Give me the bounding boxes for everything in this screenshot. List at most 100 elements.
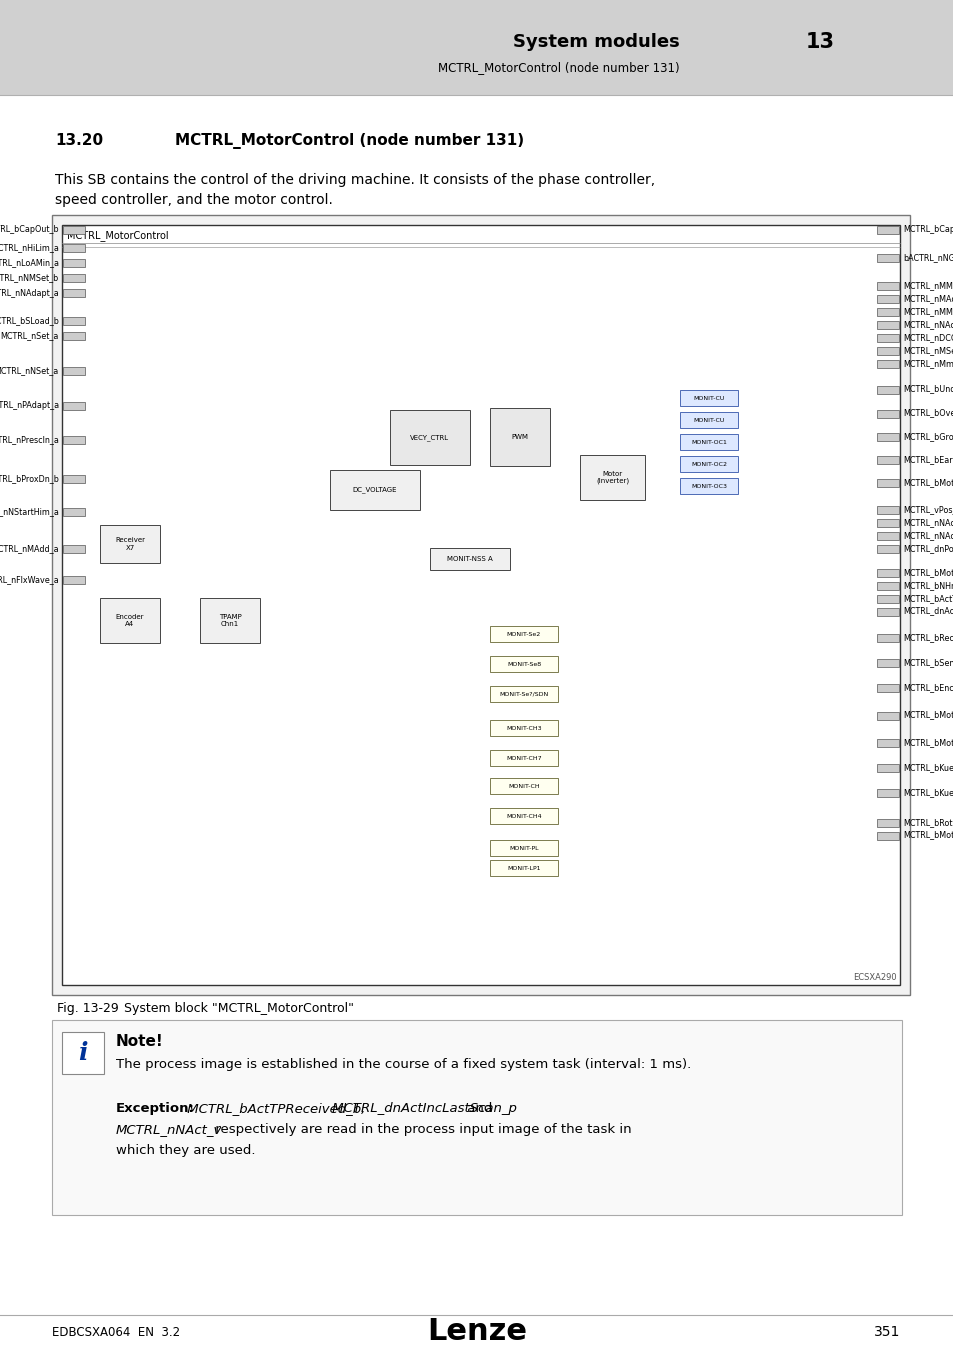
- Bar: [876, 282, 898, 290]
- Text: MCTRL_bSensorFault_b: MCTRL_bSensorFault_b: [902, 659, 953, 667]
- Text: MCTRL_bMotorTempGreaterSetValue_b: MCTRL_bMotorTempGreaterSetValue_b: [902, 711, 953, 721]
- Text: PWM: PWM: [511, 433, 528, 440]
- Text: System modules: System modules: [513, 32, 679, 51]
- Text: MONIT-CU: MONIT-CU: [693, 417, 724, 423]
- Bar: [63, 244, 85, 252]
- Text: DC_VOLTAGE: DC_VOLTAGE: [353, 486, 396, 493]
- Text: MONIT-Se8: MONIT-Se8: [506, 662, 540, 667]
- Text: and: and: [462, 1102, 492, 1115]
- Bar: [490, 840, 558, 856]
- Bar: [330, 470, 419, 510]
- Text: MCTRL_bProxDn_b: MCTRL_bProxDn_b: [0, 474, 59, 483]
- Text: MONIT-CH7: MONIT-CH7: [506, 756, 541, 760]
- Text: bACTRL_nNGetln_a: bACTRL_nNGetln_a: [902, 254, 953, 262]
- Text: MCTRL_bMotOverload_b: MCTRL_bMotOverload_b: [902, 478, 953, 487]
- Text: MCTRL_nNSet_a: MCTRL_nNSet_a: [0, 366, 59, 375]
- Text: MCTRL_nNAct_a: MCTRL_nNAct_a: [902, 518, 953, 528]
- Text: MCTRL_bMotorFault_b: MCTRL_bMotorFault_b: [902, 568, 953, 578]
- Text: Exception:: Exception:: [116, 1102, 194, 1115]
- Text: MCTRL_nMMin_b: MCTRL_nMMin_b: [902, 308, 953, 316]
- Bar: [63, 317, 85, 325]
- Bar: [876, 254, 898, 262]
- Text: MCTRL_dnActIncLastScan_p: MCTRL_dnActIncLastScan_p: [902, 608, 953, 617]
- Text: MCTRL_bOverVoltage_b: MCTRL_bOverVoltage_b: [902, 409, 953, 418]
- Text: MCTRL_nFlxWave_a: MCTRL_nFlxWave_a: [0, 575, 59, 585]
- Text: MCTRL_nMSet_a: MCTRL_nMSet_a: [902, 347, 953, 355]
- Bar: [63, 367, 85, 375]
- Text: MCTRL_bReceiverFault_b: MCTRL_bReceiverFault_b: [902, 633, 953, 643]
- Bar: [876, 360, 898, 369]
- Text: EDBCSXA064  EN  3.2: EDBCSXA064 EN 3.2: [52, 1326, 180, 1338]
- Text: Receiver
X7: Receiver X7: [115, 537, 145, 551]
- Bar: [876, 347, 898, 355]
- Bar: [490, 408, 550, 466]
- Bar: [200, 598, 260, 643]
- Bar: [876, 819, 898, 828]
- Text: MCTRL_dnPos_a: MCTRL_dnPos_a: [902, 544, 953, 554]
- Bar: [876, 386, 898, 394]
- Bar: [876, 479, 898, 487]
- Bar: [63, 576, 85, 585]
- Text: This SB contains the control of the driving machine. It consists of the phase co: This SB contains the control of the driv…: [55, 173, 655, 207]
- Text: Fig. 13-29: Fig. 13-29: [57, 1002, 118, 1015]
- Bar: [63, 436, 85, 444]
- Bar: [876, 433, 898, 441]
- Text: 13: 13: [804, 32, 834, 53]
- Text: MCTRL_bSLoad_b: MCTRL_bSLoad_b: [0, 316, 59, 325]
- Bar: [490, 860, 558, 876]
- Text: MCTRL_bKuehlGreaterSetValue_b: MCTRL_bKuehlGreaterSetValue_b: [902, 764, 953, 772]
- Text: MCTRL_bMotorTempGreaterCOT21_b: MCTRL_bMotorTempGreaterCOT21_b: [902, 738, 953, 748]
- Text: MCTRL_nNAct_a: MCTRL_nNAct_a: [902, 532, 953, 540]
- Text: MONIT-PL: MONIT-PL: [509, 845, 538, 850]
- Bar: [490, 626, 558, 643]
- Bar: [62, 1031, 104, 1075]
- Bar: [52, 1021, 901, 1215]
- Text: respectively are read in the process input image of the task in: respectively are read in the process inp…: [211, 1123, 631, 1135]
- Bar: [100, 525, 160, 563]
- Bar: [876, 532, 898, 540]
- Bar: [100, 598, 160, 643]
- Text: MCTRL_nNAct_a: MCTRL_nNAct_a: [902, 320, 953, 329]
- Text: MONIT-OC2: MONIT-OC2: [690, 462, 726, 467]
- Bar: [579, 455, 644, 500]
- Text: MCTRL_nPrescIn_a: MCTRL_nPrescIn_a: [0, 436, 59, 444]
- Bar: [490, 778, 558, 794]
- Text: MCTRL_bCapIn_b: MCTRL_bCapIn_b: [902, 225, 953, 235]
- Bar: [0, 0, 953, 95]
- Text: MCTRL_bCapOut_b: MCTRL_bCapOut_b: [0, 225, 59, 235]
- Text: MONIT-NSS A: MONIT-NSS A: [447, 556, 493, 562]
- Text: MONIT-OC3: MONIT-OC3: [690, 483, 726, 489]
- Bar: [390, 410, 470, 464]
- Text: MCTRL_nNMSet_b: MCTRL_nNMSet_b: [0, 274, 59, 282]
- Text: MCTRL_bUnderVoltage_b: MCTRL_bUnderVoltage_b: [902, 386, 953, 394]
- Bar: [490, 656, 558, 672]
- Text: MONIT-Se?/SDN: MONIT-Se?/SDN: [498, 691, 548, 697]
- Text: MCTRL_nPAdapt_a: MCTRL_nPAdapt_a: [0, 401, 59, 410]
- Text: MCTRL_nMMax_b: MCTRL_nMMax_b: [902, 282, 953, 290]
- Text: MCTRL_nMAdd_a: MCTRL_nMAdd_a: [0, 544, 59, 554]
- Text: Encoder
A4: Encoder A4: [115, 614, 144, 626]
- Bar: [876, 545, 898, 554]
- Text: MCTRL_MotorControl (node number 131): MCTRL_MotorControl (node number 131): [438, 62, 679, 74]
- Text: MCTRL_bRotorPositionFault_b: MCTRL_bRotorPositionFault_b: [902, 818, 953, 828]
- Bar: [876, 456, 898, 464]
- Bar: [876, 518, 898, 526]
- Text: MCTRL_MotorControl (node number 131): MCTRL_MotorControl (node number 131): [174, 134, 523, 148]
- Text: MCTRL_vPos_a: MCTRL_vPos_a: [902, 505, 953, 514]
- Bar: [490, 809, 558, 824]
- Bar: [876, 568, 898, 576]
- Bar: [679, 478, 738, 494]
- Text: Note!: Note!: [116, 1034, 164, 1049]
- Text: MCTRL_dnActIncLastScan_p: MCTRL_dnActIncLastScan_p: [328, 1102, 517, 1115]
- Bar: [876, 595, 898, 603]
- Text: MONIT-Se2: MONIT-Se2: [506, 632, 540, 636]
- Bar: [679, 412, 738, 428]
- Bar: [63, 332, 85, 340]
- Text: MCTRL_bGroundCircuit_b: MCTRL_bGroundCircuit_b: [902, 432, 953, 441]
- Bar: [876, 308, 898, 316]
- Text: MCTRL_nHiLim_a: MCTRL_nHiLim_a: [0, 243, 59, 252]
- Text: MCTRL_nMAdin_a: MCTRL_nMAdin_a: [902, 294, 953, 304]
- Text: 351: 351: [873, 1324, 899, 1339]
- Bar: [876, 684, 898, 693]
- Text: MCTRL_bNHmiEC1: MCTRL_bNHmiEC1: [902, 582, 953, 590]
